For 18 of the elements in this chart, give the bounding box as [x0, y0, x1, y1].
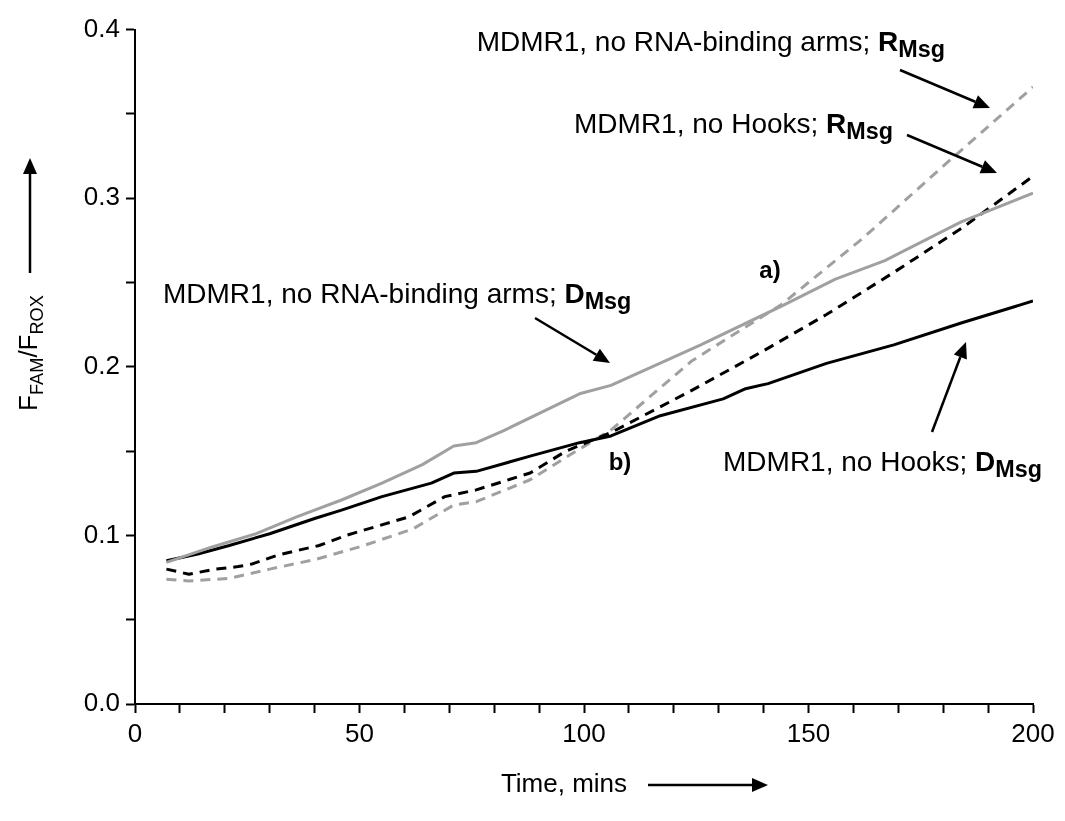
annotation: b) [608, 447, 632, 476]
annotation: MDMR1, no Hooks; R$_{Msg}$ [574, 107, 893, 146]
x-axis-title: Time, mins [500, 768, 628, 799]
x-tick-label: 150 [786, 717, 831, 748]
y-tick-label: 0.2 [83, 349, 120, 380]
y-axis-title: FFAM/FROX [13, 295, 47, 411]
x-tick-label: 50 [345, 717, 374, 748]
y-tick-label: 0.4 [83, 12, 120, 43]
annotation: a) [759, 255, 781, 284]
x-tick-label: 0 [127, 717, 143, 748]
y-tick-label: 0.0 [83, 687, 120, 718]
annotation: MDMR1, no RNA-binding arms; D$_{Msg}$ [163, 277, 632, 316]
annotation: MDMR1, no Hooks; D$_{Msg}$ [723, 445, 1042, 484]
x-tick-label: 200 [1011, 717, 1055, 748]
y-tick-label: 0.1 [83, 518, 120, 549]
annotation: MDMR1, no RNA-binding arms; R$_{Msg}$ [476, 25, 945, 64]
x-tick-label: 100 [562, 717, 606, 748]
y-tick-label: 0.3 [83, 181, 120, 212]
